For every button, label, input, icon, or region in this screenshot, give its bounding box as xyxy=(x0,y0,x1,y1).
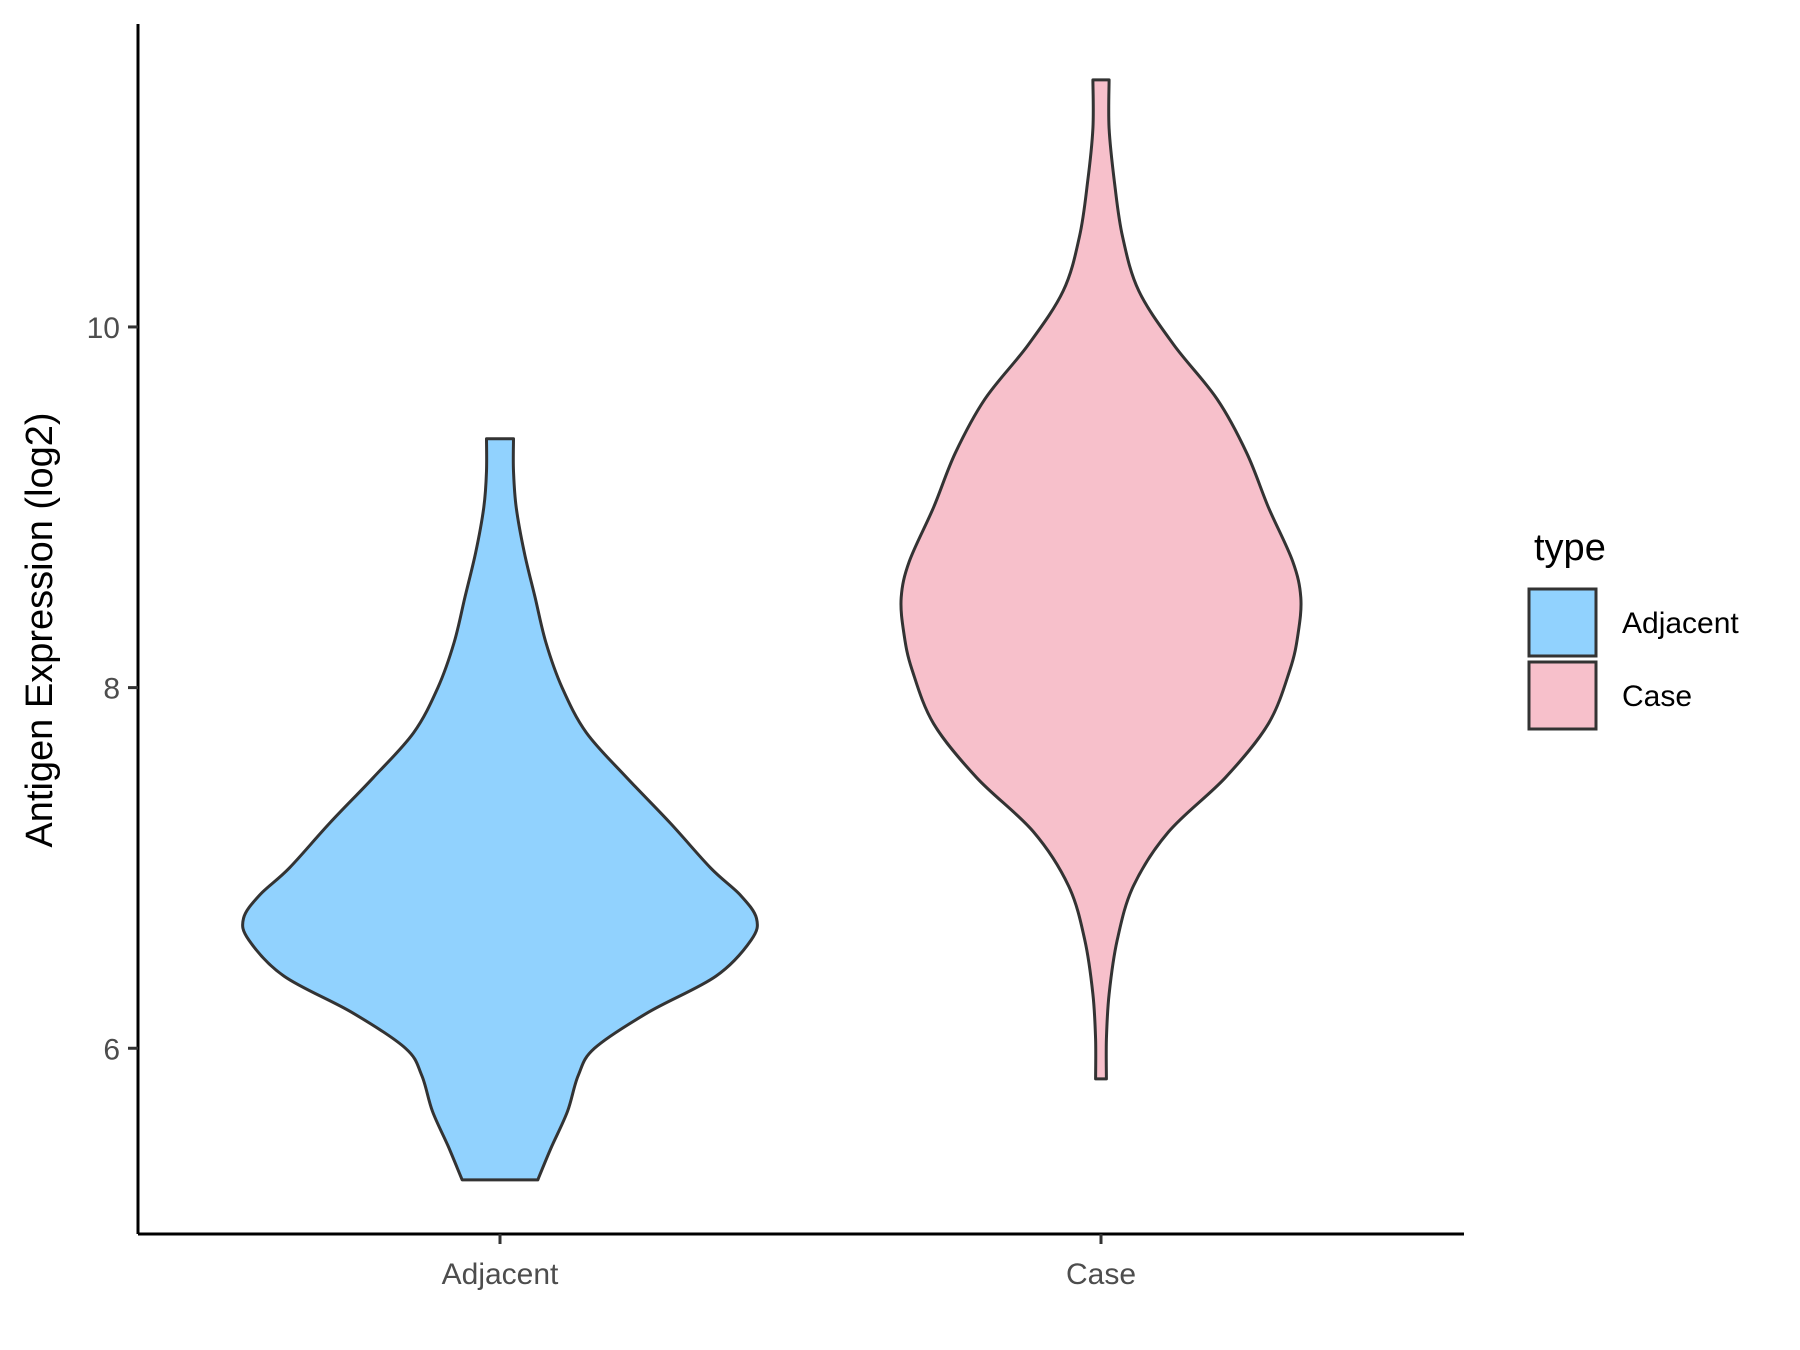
violin-adjacent xyxy=(241,437,759,1182)
legend-key-case xyxy=(1527,660,1598,731)
legend-label-case: Case xyxy=(1622,680,1692,713)
legend-key-adjacent xyxy=(1527,587,1598,658)
y-tick-label-8: 8 xyxy=(103,673,120,706)
x-axis-ticks: Adjacent Case xyxy=(442,1234,1136,1291)
x-tick-label-adjacent: Adjacent xyxy=(442,1258,559,1291)
y-axis-title: Antigen Expression (log2) xyxy=(19,412,61,847)
violin-case xyxy=(899,78,1303,1081)
legend-title: type xyxy=(1534,527,1606,569)
y-axis-ticks: 6 8 10 xyxy=(87,312,138,1066)
axes xyxy=(136,24,1464,1236)
legend: type Adjacent Case xyxy=(1527,527,1739,731)
y-tick-label-6: 6 xyxy=(103,1033,120,1066)
legend-label-adjacent: Adjacent xyxy=(1622,607,1739,640)
plot-panel xyxy=(241,78,1303,1182)
y-tick-label-10: 10 xyxy=(87,312,120,345)
x-tick-label-case: Case xyxy=(1066,1258,1136,1291)
